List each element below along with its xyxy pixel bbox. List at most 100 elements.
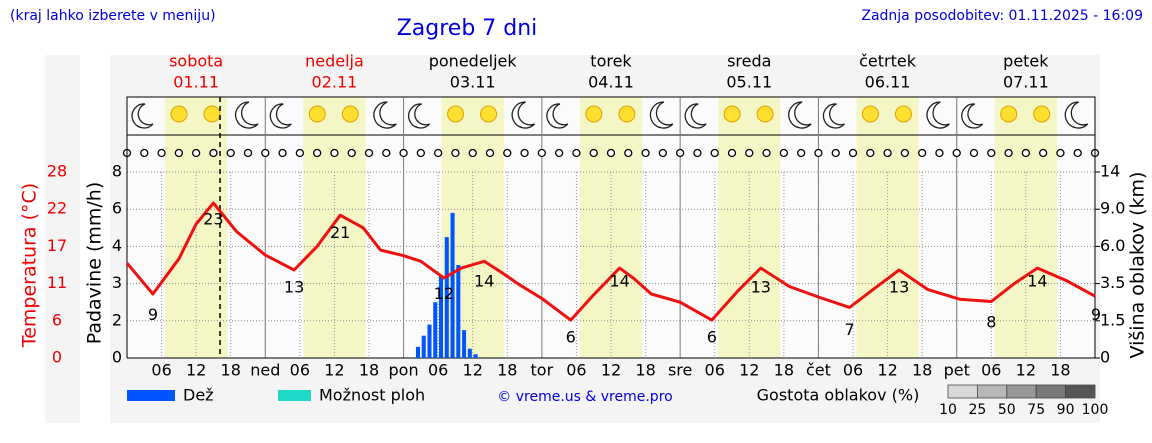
moon-icon: [408, 103, 431, 129]
moon-icon: [373, 101, 397, 129]
day-name: nedelja: [305, 52, 364, 71]
x-tick-label: sre: [668, 361, 692, 380]
wind-marker: [1073, 148, 1082, 158]
day-date: 05.11: [726, 73, 772, 92]
x-tick-label: 18: [359, 361, 379, 380]
wind-marker: [762, 148, 771, 158]
wind-marker: [1038, 148, 1048, 158]
wind-marker: [1004, 148, 1013, 158]
wind-marker: [520, 148, 529, 158]
wind-marker: [710, 148, 719, 158]
wind-marker: [675, 148, 685, 158]
temperature-line: [125, 201, 1096, 322]
day-date: 03.11: [450, 73, 496, 92]
rain-bar: [421, 335, 426, 358]
rain-bar: [450, 212, 455, 358]
wind-marker: [433, 148, 443, 158]
x-tick-label: 06: [290, 361, 310, 380]
y-tick-label: 2: [112, 310, 122, 329]
y-axis-title: Padavine (mm/h): [84, 182, 106, 345]
cloud-legend-swatch: [1006, 384, 1037, 399]
wind-marker: [191, 148, 201, 158]
rain-bar: [462, 330, 467, 358]
sun-icon: [756, 105, 774, 123]
wind-marker: [900, 148, 910, 158]
sun-icon: [480, 105, 498, 123]
x-tick-label: 18: [635, 361, 655, 380]
x-tick-label: 06: [428, 361, 448, 380]
wind-marker: [1021, 148, 1031, 158]
temp-label: 9: [1091, 305, 1101, 324]
wind-marker: [330, 148, 339, 158]
y-tick-label: 4: [112, 236, 122, 255]
sun-icon: [341, 105, 359, 123]
x-tick-label: 18: [1050, 361, 1070, 380]
cloud-legend-label: 10: [939, 402, 957, 418]
x-tick-label: 06: [705, 361, 725, 380]
wind-marker: [174, 148, 184, 158]
rain-bar: [433, 302, 438, 358]
day-date: 07.11: [1003, 73, 1049, 92]
moon-icon: [961, 103, 984, 129]
day-name: četrtek: [859, 52, 917, 71]
credit: © vreme.us & vreme.pro: [497, 389, 672, 405]
sun-icon: [723, 105, 741, 123]
wind-marker: [140, 148, 149, 158]
moon-icon: [649, 101, 674, 129]
moon-icon: [926, 101, 950, 129]
cloud-legend-swatch: [947, 384, 978, 399]
x-tick-label: 06: [566, 361, 586, 380]
y2-tick-label: 6.0: [1100, 236, 1125, 255]
cloud-legend-title: Gostota oblakov (%): [757, 386, 920, 405]
temp-label: 14: [1027, 272, 1047, 291]
temp-label: 13: [284, 278, 304, 297]
x-tick-label: 12: [877, 361, 897, 380]
wind-marker: [295, 148, 305, 158]
x-tick-label: 12: [324, 361, 344, 380]
day-date: 04.11: [588, 73, 634, 92]
wind-marker: [312, 148, 322, 158]
sun-icon: [308, 105, 326, 123]
wind-marker: [209, 148, 218, 158]
temp-axis-title: Temperatura (°C): [19, 183, 41, 348]
x-tick-label: 12: [601, 361, 621, 380]
day-name: torek: [590, 52, 632, 71]
wind-marker: [883, 148, 892, 158]
x-tick-label: 18: [221, 361, 241, 380]
y-tick-label: 6: [112, 199, 122, 218]
moon-icon: [788, 101, 812, 129]
temp-label: 13: [751, 278, 771, 297]
temp-tick-label: 17: [47, 236, 67, 255]
wind-marker: [727, 148, 737, 158]
moon-icon: [684, 103, 707, 129]
wind-marker: [261, 148, 270, 158]
wind-marker: [831, 148, 840, 158]
wind-marker: [554, 148, 564, 158]
left-strip: [45, 55, 80, 423]
wind-marker: [451, 148, 460, 158]
wind-marker: [987, 148, 996, 158]
cloud-legend-label: 90: [1057, 402, 1075, 418]
x-tick-label: 06: [843, 361, 863, 380]
y-tick-label: 3: [112, 273, 122, 292]
wind-marker: [917, 148, 927, 158]
temp-tick-label: 28: [47, 162, 67, 181]
x-tick-label: 18: [497, 361, 517, 380]
x-tick-label: 12: [463, 361, 483, 380]
rain-bar: [456, 265, 461, 358]
legend-swatch-showers: [278, 390, 311, 401]
updated: Zadnja posodobitev: 01.11.2025 - 16:09: [861, 8, 1143, 24]
wind-marker: [278, 148, 287, 158]
sun-icon: [1000, 105, 1018, 123]
wind-marker: [952, 148, 961, 158]
x-tick-label: ned: [250, 361, 280, 380]
temp-label: 14: [474, 272, 494, 291]
legend-rain: Dež: [183, 386, 214, 405]
x-tick-label: 06: [981, 361, 1001, 380]
y-tick-label: 8: [112, 162, 122, 181]
temp-tick-label: 0: [52, 348, 62, 367]
wind-marker: [641, 148, 650, 158]
sun-icon: [585, 105, 603, 123]
sun-icon: [894, 105, 912, 123]
wind-marker: [969, 148, 979, 158]
